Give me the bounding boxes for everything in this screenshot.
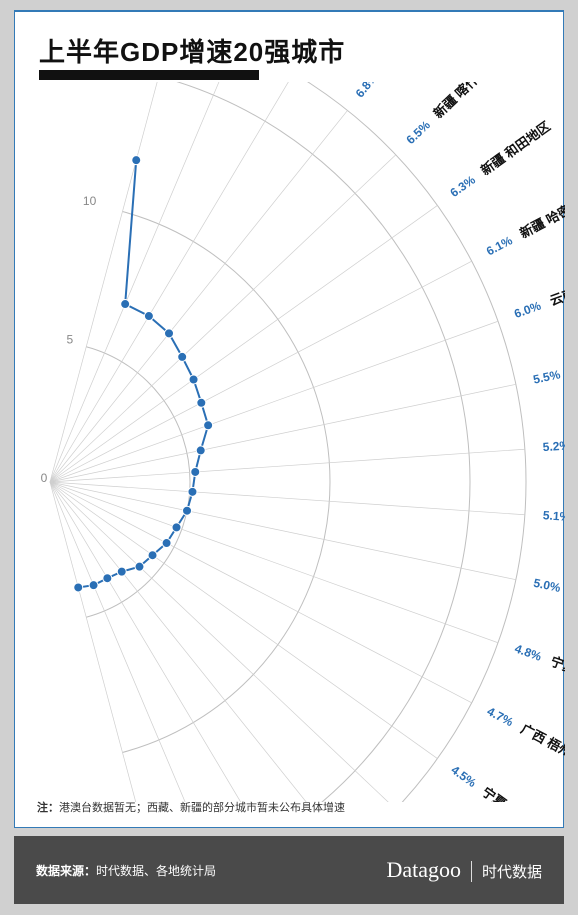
value-label: 6.5% — [403, 118, 433, 147]
value-label: 6.1% — [484, 233, 515, 258]
footer-bar: 数据来源：时代数据、各地统计局 Datagoo 时代数据 — [14, 836, 564, 904]
title-underline — [39, 70, 259, 80]
svg-text:10: 10 — [83, 194, 97, 208]
city-label: 新疆 哈密 — [517, 202, 565, 241]
city-label: 广西 梧州 — [518, 721, 565, 760]
source-label: 数据来源： — [36, 864, 96, 878]
value-label: 5.1% — [542, 508, 565, 524]
value-label: 5.0% — [532, 576, 562, 595]
city-label: 新疆 喀什地区 — [431, 82, 501, 121]
value-label: 5.2% — [542, 438, 565, 454]
brand-cn: 时代数据 — [471, 861, 542, 882]
brand-en: Datagoo — [386, 857, 461, 883]
svg-text:0: 0 — [41, 471, 48, 485]
value-label: 4.7% — [485, 704, 516, 729]
radial-chart: 05101511.9%浙江 舟山6.9%新疆 昌吉州6.9%新疆 博尔塔拉州6.… — [15, 82, 565, 802]
footnote-text: 港澳台数据暂无；西藏、新疆的部分城市暂未公布具体增速 — [59, 802, 345, 814]
source-text: 时代数据、各地统计局 — [96, 864, 216, 878]
city-label: 宁夏 固原 — [549, 654, 565, 687]
value-label: 6.8% — [353, 82, 381, 100]
svg-text:5: 5 — [66, 332, 73, 346]
value-label: 5.5% — [532, 367, 562, 386]
city-label: 宁夏 吴忠 — [479, 784, 533, 802]
page-title: 上半年GDP增速20强城市 — [39, 32, 345, 69]
value-label: 4.5% — [448, 763, 479, 790]
city-label: 新疆 和田地区 — [478, 118, 553, 178]
footnote: 注：港澳台数据暂无；西藏、新疆的部分城市暂未公布具体增速 — [37, 799, 345, 815]
chart-card: 上半年GDP增速20强城市 05101511.9%浙江 舟山6.9%新疆 昌吉州… — [14, 10, 564, 828]
footer-source: 数据来源：时代数据、各地统计局 — [36, 862, 216, 879]
footnote-prefix: 注： — [37, 802, 59, 814]
value-label: 6.0% — [512, 298, 543, 321]
value-label: 4.8% — [513, 641, 544, 664]
city-label: 云南 德宏州 — [548, 271, 565, 308]
value-label: 6.3% — [447, 172, 478, 199]
footer-brand: Datagoo 时代数据 — [386, 857, 542, 883]
